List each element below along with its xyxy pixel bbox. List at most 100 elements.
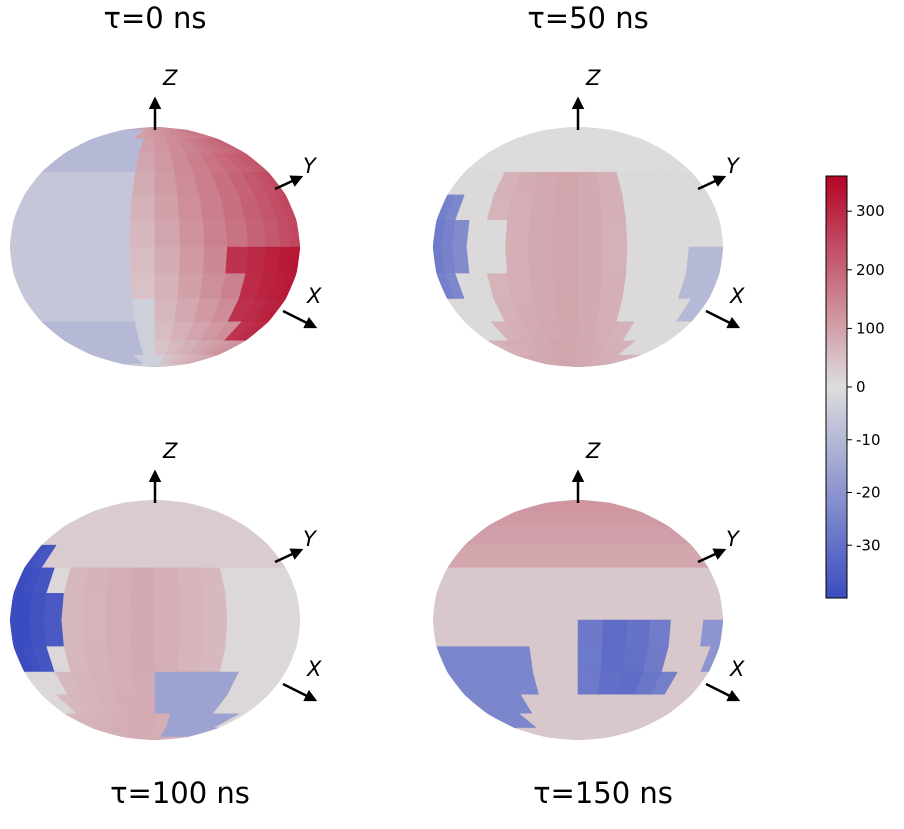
surface-patch: [577, 544, 602, 569]
surface-patch: [505, 246, 531, 275]
surface-patch: [466, 619, 488, 648]
surface-patch: [131, 544, 156, 569]
colorbar-gradient: [825, 175, 848, 599]
surface-patch: [553, 646, 579, 673]
surface-patch: [154, 220, 181, 248]
surface-patch: [529, 646, 556, 673]
surface-patch: [131, 671, 156, 696]
surface-patch: [225, 246, 249, 275]
surface-patch: [154, 592, 181, 621]
surface-patch: [554, 171, 579, 196]
surface-patch: [648, 220, 672, 248]
surface-patch: [130, 273, 156, 300]
surface-patch: [553, 194, 579, 221]
surface-patch: [179, 246, 205, 275]
sphere-surface-2: [10, 500, 300, 740]
surface-patch: [577, 736, 611, 740]
surface-patch: [82, 619, 108, 648]
z-axis-label: Z: [162, 66, 178, 90]
panels: τ=0 ns Z Y Xτ=50 ns Z Y Xτ=100 ns Z Y Xτ=150 ns Z Y…: [10, 1, 745, 810]
surface-patch: [154, 171, 179, 196]
y-axis-arrow: [274, 548, 304, 564]
surface-patch: [179, 592, 205, 621]
surface-patch: [600, 646, 627, 673]
surface-patch: [552, 592, 579, 621]
surface-patch: [43, 619, 65, 648]
x-axis-arrow: [282, 309, 318, 329]
z-axis-label: Z: [585, 439, 601, 463]
sphere-surface-0: [10, 127, 300, 367]
z-axis-label: Z: [585, 66, 601, 90]
surface-patch: [600, 194, 627, 221]
surface-patch: [154, 567, 180, 594]
surface-patch: [668, 246, 690, 275]
surface-patch: [625, 220, 651, 248]
surface-patch: [577, 592, 604, 621]
surface-patch: [552, 246, 579, 275]
surface-patch: [577, 246, 604, 275]
surface-patch: [602, 246, 628, 275]
panel-title-1: τ=50 ns: [527, 1, 648, 35]
surface-patch: [529, 194, 556, 221]
surface-patch: [129, 246, 156, 275]
surface-patch: [82, 246, 108, 275]
surface-patch: [554, 671, 579, 696]
x-axis-arrow: [282, 682, 318, 702]
y-axis-arrow: [697, 548, 727, 564]
surface-patch: [505, 220, 531, 248]
surface-patch: [466, 246, 488, 275]
surface-patch: [154, 273, 180, 300]
surface-patch: [528, 246, 554, 275]
surface-patch: [82, 220, 108, 248]
surface-patch: [225, 592, 249, 621]
surface-patch: [129, 220, 156, 248]
surface-patch: [82, 592, 108, 621]
surface-patch: [648, 246, 672, 275]
y-axis-label: Y: [726, 527, 741, 551]
panel-3: τ=150 ns Z Y X: [433, 439, 745, 810]
surface-patch: [202, 619, 228, 648]
surface-patch: [577, 671, 602, 696]
surface-patch: [293, 592, 300, 621]
x-axis-label: X: [306, 284, 322, 308]
surface-patch: [716, 592, 723, 621]
surface-patch: [130, 194, 156, 221]
surface-patch: [577, 273, 603, 300]
surface-patch: [602, 220, 628, 248]
surface-patch: [105, 220, 131, 248]
panel-0: τ=0 ns Z Y X: [10, 1, 322, 367]
surface-patch: [553, 273, 579, 300]
surface-patch: [154, 671, 179, 696]
surface-patch: [202, 220, 228, 248]
surface-patch: [600, 567, 627, 594]
y-axis-arrow: [697, 175, 727, 191]
surface-patch: [154, 363, 188, 367]
surface-patch: [484, 619, 508, 648]
x-axis-label: X: [306, 657, 322, 681]
surface-patch: [154, 619, 181, 648]
surface-patch: [105, 619, 131, 648]
surface-patch: [577, 220, 604, 248]
surface-patch: [484, 220, 508, 248]
sphere-surface-1: [433, 127, 723, 367]
surface-patch: [554, 298, 579, 323]
surface-patch: [528, 619, 554, 648]
colorbar-tick-label: -30: [856, 536, 881, 554]
surface-patch: [466, 592, 488, 621]
y-axis-label: Y: [303, 154, 318, 178]
panel-1: τ=50 ns Z Y X: [433, 1, 745, 367]
surface-patch: [43, 220, 65, 248]
surface-patch: [225, 619, 249, 648]
surface-patch: [130, 646, 156, 673]
surface-patch: [528, 592, 554, 621]
surface-patch: [154, 544, 179, 569]
surface-patch: [202, 592, 228, 621]
surface-patch: [177, 273, 204, 300]
y-axis-arrow: [274, 175, 304, 191]
surface-patch: [648, 619, 672, 648]
surface-patch: [106, 273, 133, 300]
colorbar-tick-label: -20: [856, 484, 881, 502]
surface-patch: [668, 619, 690, 648]
colorbar-tick-label: -10: [856, 431, 881, 449]
surface-patch: [245, 619, 267, 648]
